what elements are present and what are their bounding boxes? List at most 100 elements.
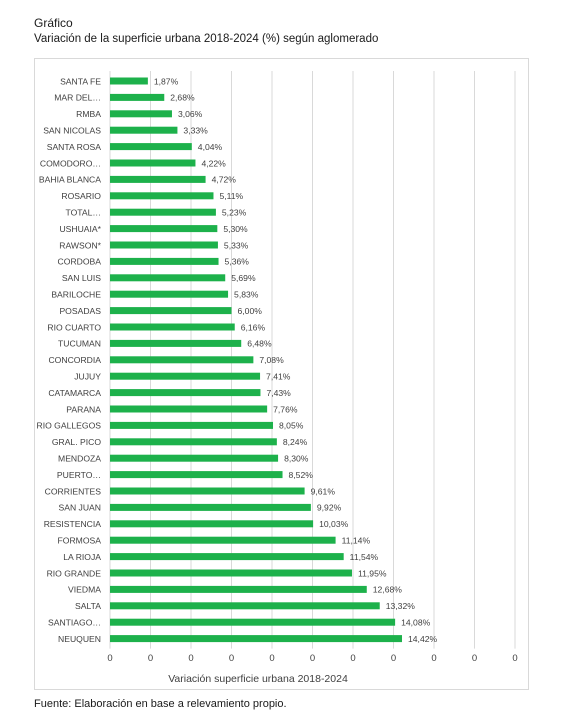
- bar: [110, 323, 235, 331]
- x-tick-label: 0: [512, 653, 517, 664]
- chart-frame: SANTA FE MAR DEL… RMBA SAN NICOLAS SANTA ROS…: [34, 58, 529, 690]
- x-tick-label: 0: [229, 653, 234, 664]
- bar: [110, 635, 403, 643]
- data-label: 14,42%: [408, 634, 438, 644]
- category-label: SAN JUAN: [59, 503, 102, 513]
- category-label: SANTA ROSA: [47, 142, 102, 152]
- data-label: 6,16%: [241, 322, 266, 332]
- x-axis-title: Variación superficie urbana 2018-2024: [168, 673, 348, 685]
- bar: [110, 143, 192, 151]
- bar: [110, 585, 367, 593]
- data-label: 3,33%: [183, 126, 208, 136]
- category-label: RIO CUARTO: [47, 322, 101, 332]
- category-label: RAWSON*: [59, 240, 101, 250]
- bar: [110, 569, 352, 577]
- x-tick-label: 0: [269, 653, 274, 664]
- bar: [110, 553, 344, 561]
- bar-chart: SANTA FE MAR DEL… RMBA SAN NICOLAS SANTA ROS…: [37, 71, 518, 685]
- data-label: 5,33%: [224, 240, 249, 250]
- data-label: 9,92%: [317, 503, 342, 513]
- data-label: 12,68%: [373, 585, 403, 595]
- data-label: 4,22%: [201, 158, 226, 168]
- category-label: SANTA FE: [60, 76, 101, 86]
- category-label: MAR DEL…: [54, 93, 101, 103]
- data-label: 10,03%: [319, 519, 349, 529]
- category-label: VIEDMA: [68, 585, 101, 595]
- category-label: TOTAL…: [66, 208, 102, 218]
- chart-kicker: Gráfico: [34, 16, 73, 30]
- category-label: CATAMARCA: [48, 388, 101, 398]
- bar: [110, 225, 218, 233]
- data-label: 5,30%: [223, 224, 248, 234]
- category-label: RMBA: [76, 109, 101, 119]
- chart-title: Variación de la superficie urbana 2018-2…: [34, 33, 379, 45]
- category-label: SANTIAGO…: [48, 618, 101, 628]
- category-label: LA RIOJA: [63, 552, 101, 562]
- category-label: PARANA: [66, 404, 101, 414]
- category-label: CORRIENTES: [45, 486, 102, 496]
- category-label: SAN NICOLAS: [43, 126, 101, 136]
- bar: [110, 487, 305, 495]
- x-tick-label: 0: [148, 653, 153, 664]
- bar: [110, 372, 261, 380]
- bar: [110, 159, 196, 167]
- data-label: 5,23%: [222, 208, 247, 218]
- category-label: CORDOBA: [58, 257, 102, 267]
- data-label: 5,69%: [231, 273, 256, 283]
- bar: [110, 471, 283, 479]
- bar: [110, 192, 214, 200]
- category-label: SAN LUIS: [62, 273, 101, 283]
- bar: [110, 274, 226, 282]
- x-tick-label: 0: [188, 653, 193, 664]
- category-labels: SANTA FE MAR DEL… RMBA SAN NICOLAS SANTA ROS…: [37, 76, 102, 644]
- grid-lines: [109, 71, 516, 649]
- bar: [110, 520, 314, 528]
- source-note: Fuente: Elaboración en base a relevamien…: [34, 698, 287, 710]
- data-label: 5,36%: [225, 257, 250, 267]
- data-label: 14,08%: [401, 618, 431, 628]
- data-labels: 1,87% 2,68% 3,06% 3,33% 4,04% 4,22% 4,72% 5,11%…: [154, 76, 438, 644]
- data-label: 8,52%: [289, 470, 314, 480]
- category-label: MENDOZA: [58, 454, 101, 464]
- bar: [110, 307, 232, 315]
- data-label: 1,87%: [154, 76, 179, 86]
- bar: [110, 290, 229, 298]
- bars: [110, 77, 403, 643]
- data-label: 2,68%: [170, 93, 195, 103]
- bar: [110, 602, 380, 610]
- bar: [110, 405, 268, 413]
- bar: [110, 389, 261, 397]
- category-label: RIO GRANDE: [47, 568, 102, 578]
- data-label: 8,30%: [284, 454, 309, 464]
- category-label: CONCORDIA: [48, 355, 101, 365]
- category-label: NEUQUEN: [58, 634, 101, 644]
- bar: [110, 454, 279, 462]
- bar: [110, 257, 219, 265]
- bar: [110, 618, 396, 626]
- category-label: JUJUY: [74, 372, 101, 382]
- bar: [110, 421, 274, 429]
- x-tick-label: 0: [472, 653, 477, 664]
- category-label: ROSARIO: [61, 191, 101, 201]
- category-label: POSADAS: [59, 306, 101, 316]
- bar: [110, 126, 178, 134]
- x-tick-labels: 0 0 0 0 0 0 0 0 0 0 0: [107, 653, 517, 664]
- data-label: 5,11%: [219, 191, 243, 201]
- data-label: 11,14%: [342, 536, 371, 546]
- category-label: RESISTENCIA: [44, 519, 102, 529]
- bar: [110, 536, 336, 544]
- data-label: 11,95%: [358, 568, 387, 578]
- x-tick-label: 0: [107, 653, 112, 664]
- data-label: 11,54%: [350, 552, 379, 562]
- chart-header: Gráfico Variación de la superficie urban…: [34, 16, 378, 47]
- data-label: 5,83%: [234, 290, 259, 300]
- bar: [110, 339, 242, 347]
- data-label: 7,08%: [259, 355, 284, 365]
- x-tick-label: 0: [391, 653, 396, 664]
- bar: [110, 438, 277, 446]
- bar: [110, 503, 311, 511]
- category-label: BARILOCHE: [51, 290, 101, 300]
- x-tick-label: 0: [350, 653, 355, 664]
- bar: [110, 93, 165, 101]
- data-label: 3,06%: [178, 109, 203, 119]
